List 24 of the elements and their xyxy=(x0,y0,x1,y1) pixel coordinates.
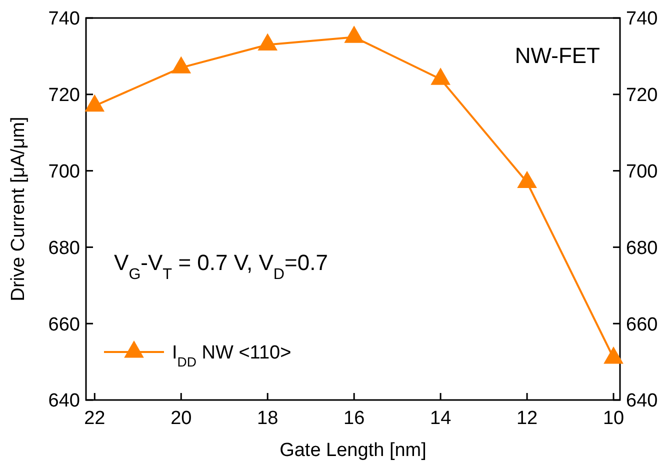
x-tick-label: 16 xyxy=(344,408,365,429)
y2-tick-label: 740 xyxy=(626,8,658,30)
annotation: NW-FET xyxy=(514,43,600,68)
y2-tick-label: 700 xyxy=(626,161,658,182)
annotation: V$_{G}$-V$_{T}$ = 0.7 V, V$_{D}$=0.7 xyxy=(114,250,328,283)
y-tick-label: 660 xyxy=(48,314,80,336)
y2-tick-label: 720 xyxy=(626,85,658,106)
x-tick-label: 18 xyxy=(257,408,278,429)
y-tick-label: 720 xyxy=(48,85,80,106)
y-tick-label: 700 xyxy=(48,161,80,182)
y2-tick-label: 680 xyxy=(626,238,658,259)
x-tick-label: 20 xyxy=(170,408,192,429)
y-axis-title: Drive Current [μA/μm] xyxy=(8,116,29,302)
legend-label: I$_{DD}$ NW <110> xyxy=(172,342,292,370)
x-tick-label: 10 xyxy=(602,408,624,429)
y2-tick-label: 640 xyxy=(626,390,658,412)
x-axis-title: Gate Length [nm] xyxy=(280,440,426,461)
y-tick-label: 640 xyxy=(48,390,80,412)
x-tick-label: 12 xyxy=(516,408,538,429)
x-tick-label: 22 xyxy=(84,408,106,429)
x-tick-label: 14 xyxy=(430,408,452,429)
y-tick-label: 740 xyxy=(48,8,80,30)
y-tick-label: 680 xyxy=(48,238,80,259)
y2-tick-label: 660 xyxy=(626,314,658,336)
